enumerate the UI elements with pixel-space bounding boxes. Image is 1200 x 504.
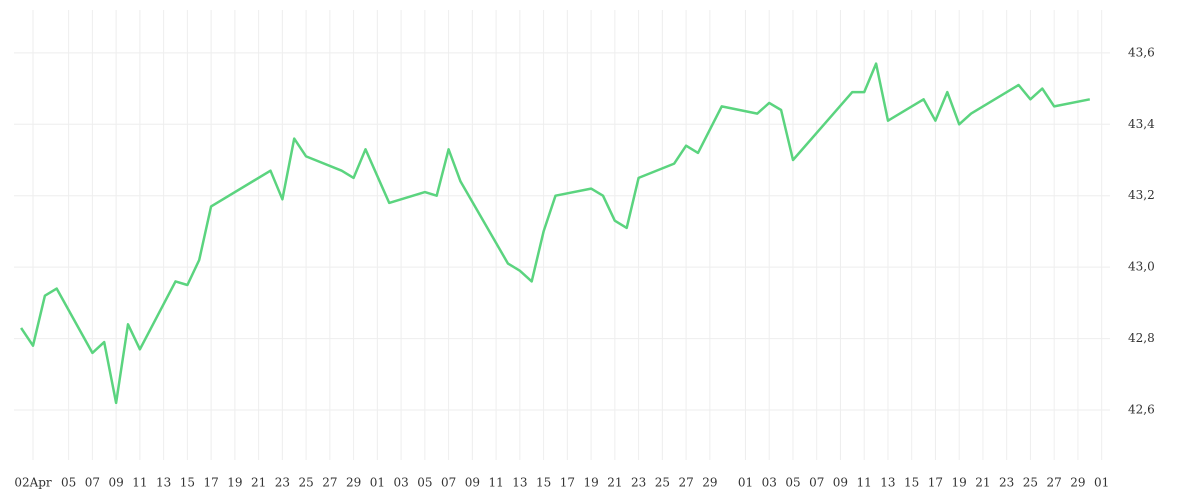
y-tick-label: 42,6 bbox=[1128, 403, 1155, 417]
x-tick-label: 15 bbox=[180, 476, 195, 490]
x-tick-label: 07 bbox=[441, 476, 456, 490]
x-tick-label: 21 bbox=[251, 476, 266, 490]
x-tick-label: 03 bbox=[393, 476, 408, 490]
x-tick-label: 27 bbox=[1047, 476, 1062, 490]
x-tick-label: 11 bbox=[857, 476, 872, 490]
x-tick-label: 01 bbox=[370, 476, 385, 490]
x-tick-label: 09 bbox=[833, 476, 848, 490]
x-tick-label: 15 bbox=[904, 476, 919, 490]
x-tick-label: 09 bbox=[108, 476, 123, 490]
x-tick-label: 19 bbox=[583, 476, 598, 490]
x-tick-label: 11 bbox=[488, 476, 503, 490]
x-tick-label: 05 bbox=[61, 476, 76, 490]
x-tick-label: 23 bbox=[631, 476, 646, 490]
x-tick-label: 25 bbox=[655, 476, 670, 490]
y-tick-label: 43,4 bbox=[1128, 117, 1155, 131]
x-tick-label: 07 bbox=[85, 476, 100, 490]
x-tick-label: 15 bbox=[536, 476, 551, 490]
x-tick-label: 25 bbox=[1023, 476, 1038, 490]
x-tick-label: 17 bbox=[203, 476, 218, 490]
x-tick-label: 29 bbox=[1070, 476, 1085, 490]
x-tick-label: 02Apr bbox=[14, 476, 52, 490]
x-tick-label: 11 bbox=[132, 476, 147, 490]
x-tick-label: 29 bbox=[346, 476, 361, 490]
x-tick-label: 13 bbox=[512, 476, 527, 490]
x-tick-label: 07 bbox=[809, 476, 824, 490]
x-tick-label: 23 bbox=[275, 476, 290, 490]
y-tick-label: 43,6 bbox=[1128, 45, 1155, 59]
x-tick-label: 25 bbox=[298, 476, 313, 490]
x-tick-label: 27 bbox=[678, 476, 693, 490]
x-tick-label: 29 bbox=[702, 476, 717, 490]
x-tick-label: 19 bbox=[227, 476, 242, 490]
x-tick-label: 21 bbox=[975, 476, 990, 490]
x-tick-label: 19 bbox=[952, 476, 967, 490]
x-tick-label: 05 bbox=[785, 476, 800, 490]
x-tick-label: 13 bbox=[880, 476, 895, 490]
x-tick-label: 27 bbox=[322, 476, 337, 490]
x-tick-label: 05 bbox=[417, 476, 432, 490]
x-tick-label: 09 bbox=[465, 476, 480, 490]
x-tick-label: 17 bbox=[928, 476, 943, 490]
x-tick-label: 23 bbox=[999, 476, 1014, 490]
y-tick-label: 43,2 bbox=[1128, 188, 1155, 202]
line-series bbox=[20, 62, 1091, 405]
x-tick-label: 01 bbox=[738, 476, 753, 490]
y-tick-label: 43,0 bbox=[1128, 260, 1155, 274]
x-tick-label: 03 bbox=[762, 476, 777, 490]
x-tick-label: 17 bbox=[560, 476, 575, 490]
x-tick-label: 13 bbox=[156, 476, 171, 490]
x-tick-label: 01 bbox=[1094, 476, 1109, 490]
x-tick-label: 21 bbox=[607, 476, 622, 490]
y-tick-label: 42,8 bbox=[1128, 331, 1155, 345]
